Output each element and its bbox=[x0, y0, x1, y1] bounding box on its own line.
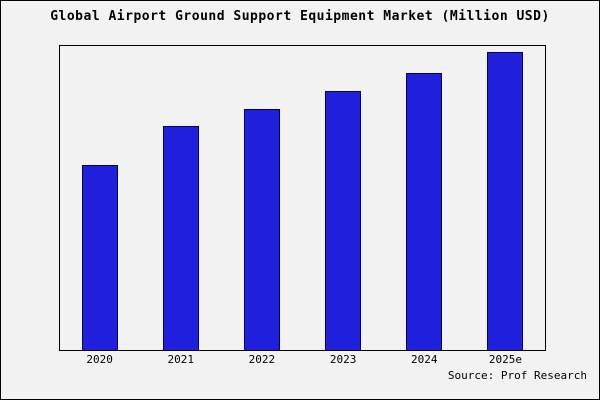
x-tick-label: 2020 bbox=[86, 353, 113, 366]
bar-slot bbox=[60, 46, 141, 350]
bar-slot bbox=[302, 46, 383, 350]
bar-slot bbox=[222, 46, 303, 350]
bar bbox=[244, 108, 281, 350]
bar bbox=[82, 165, 119, 350]
source-note: Source: Prof Research bbox=[447, 369, 587, 382]
bar bbox=[486, 51, 523, 350]
x-tick-label: 2023 bbox=[329, 353, 357, 366]
bar bbox=[324, 90, 361, 350]
chart-title: Global Airport Ground Support Equipment … bbox=[50, 9, 550, 24]
plot-area bbox=[59, 45, 546, 351]
x-tick-label: 2021 bbox=[167, 353, 195, 366]
bar-slot bbox=[141, 46, 222, 350]
x-tick-label: 2022 bbox=[248, 353, 276, 366]
bar-slot bbox=[464, 46, 545, 350]
x-tick-label: 2025e bbox=[488, 353, 522, 366]
x-tick-label: 2024 bbox=[411, 353, 438, 366]
bars bbox=[60, 46, 545, 350]
bar bbox=[405, 72, 442, 350]
x-axis-labels: 2020 2021 2022 2023 2024 2025e bbox=[59, 353, 546, 366]
bar-slot bbox=[383, 46, 464, 350]
bar bbox=[163, 126, 200, 350]
